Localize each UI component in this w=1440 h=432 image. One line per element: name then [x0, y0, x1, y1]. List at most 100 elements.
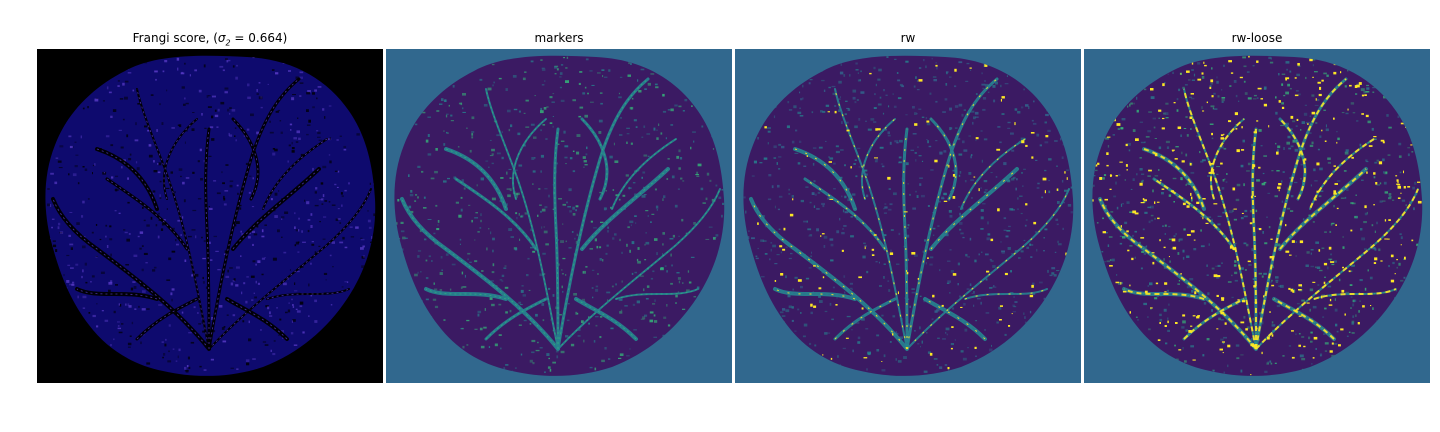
- highlight-speck: [1230, 72, 1234, 74]
- highlight-speck: [954, 68, 957, 72]
- highlight-speck: [1417, 181, 1421, 183]
- highlight-vessel: [1313, 288, 1397, 300]
- highlight-vessel: [1153, 178, 1235, 250]
- highlight-vessel: [834, 298, 896, 340]
- highlight-speck: [918, 79, 923, 82]
- highlight-speck: [1180, 273, 1182, 275]
- vessel-edge: [557, 188, 721, 350]
- highlight-speck: [1403, 186, 1406, 189]
- highlight-speck: [1125, 143, 1128, 147]
- highlight-speck: [1154, 201, 1156, 204]
- highlight-speck: [1261, 351, 1263, 355]
- highlight-speck: [871, 248, 875, 251]
- highlight-speck: [1154, 153, 1158, 157]
- highlight-speck: [1222, 352, 1224, 354]
- vessel-edge: [205, 128, 210, 350]
- vessel: [444, 147, 508, 211]
- highlight-speck: [1361, 94, 1365, 97]
- highlight-speck: [1158, 109, 1162, 112]
- highlight-speck: [903, 211, 908, 213]
- highlight-speck: [1321, 79, 1324, 82]
- highlight-speck: [1298, 315, 1302, 317]
- vessel-edge: [554, 128, 559, 350]
- highlight-speck: [1321, 129, 1323, 132]
- highlight-speck: [1241, 149, 1245, 151]
- vessel-edge: [262, 138, 328, 210]
- highlight-speck: [1033, 221, 1037, 225]
- highlight-speck: [810, 303, 813, 307]
- highlight-speck: [1119, 161, 1123, 163]
- vessel: [75, 287, 159, 301]
- markers-image: [386, 49, 732, 383]
- highlight-speck: [1366, 171, 1368, 174]
- highlight-speck: [1386, 238, 1390, 240]
- highlight-speck: [1315, 98, 1317, 101]
- highlight-speck: [1323, 281, 1326, 285]
- highlight-speck: [1271, 334, 1274, 337]
- highlight-speck: [1031, 284, 1034, 288]
- highlight-speck: [1202, 198, 1206, 200]
- highlight-speck: [1319, 86, 1322, 90]
- vessel-edge: [1309, 138, 1375, 210]
- highlight-speck: [1277, 186, 1281, 189]
- highlight-speck: [789, 213, 794, 217]
- highlight-speck: [1106, 152, 1109, 155]
- highlight-speck: [1407, 186, 1411, 188]
- highlight-speck: [892, 333, 894, 336]
- rw-loose-svg: [1084, 49, 1430, 383]
- highlight-speck: [1357, 322, 1360, 325]
- highlight-speck: [779, 245, 783, 248]
- highlight-vessel: [804, 178, 886, 250]
- highlight-speck: [1232, 247, 1237, 250]
- vessel-edge: [485, 298, 547, 340]
- highlight-speck: [1396, 183, 1400, 185]
- highlight-speck: [1220, 311, 1225, 315]
- highlight-speck: [764, 126, 767, 129]
- highlight-speck: [1004, 272, 1008, 276]
- highlight-speck: [1025, 144, 1028, 147]
- highlight-speck: [1140, 202, 1145, 204]
- vessel-edge: [906, 78, 998, 350]
- highlight-speck: [1232, 187, 1236, 191]
- markers-svg: [386, 49, 732, 383]
- highlight-vessel: [1183, 298, 1245, 340]
- rw-loose-image: [1084, 49, 1430, 383]
- highlight-speck: [1220, 162, 1223, 165]
- highlight-speck: [1213, 203, 1218, 205]
- highlight-speck: [1333, 165, 1336, 167]
- highlight-speck: [1278, 100, 1281, 103]
- highlight-speck: [1281, 106, 1285, 109]
- highlight-speck: [1216, 294, 1219, 297]
- highlight-vessel: [1143, 148, 1205, 210]
- highlight-speck: [1298, 284, 1302, 287]
- highlight-speck: [1056, 188, 1059, 191]
- highlight-speck: [1263, 295, 1265, 298]
- highlight-speck: [1314, 199, 1317, 201]
- highlight-speck: [1239, 76, 1243, 79]
- highlight-speck: [1374, 257, 1378, 261]
- highlight-speck: [1008, 325, 1011, 327]
- highlight-speck: [999, 305, 1003, 307]
- highlight-speck: [1397, 180, 1399, 184]
- highlight-speck: [1178, 349, 1182, 351]
- vessel: [51, 197, 211, 351]
- highlight-speck: [943, 200, 948, 202]
- highlight-speck: [1349, 84, 1352, 87]
- highlight-speck: [1235, 128, 1238, 130]
- highlight-speck: [1341, 289, 1345, 293]
- highlight-speck: [1197, 315, 1200, 317]
- highlight-speck: [813, 305, 817, 308]
- highlight-speck: [1404, 256, 1406, 260]
- highlight-speck: [1157, 217, 1160, 220]
- highlight-speck: [1102, 231, 1106, 234]
- vessel-edge: [615, 288, 699, 300]
- highlight-speck: [999, 319, 1002, 321]
- highlight-speck: [948, 164, 950, 168]
- highlight-speck: [792, 198, 794, 201]
- vessel-edge: [226, 298, 288, 340]
- highlight-speck: [822, 354, 824, 356]
- highlight-speck: [1211, 95, 1214, 98]
- vessel-edge: [575, 298, 637, 340]
- highlight-speck: [1161, 188, 1165, 190]
- highlight-speck: [1192, 359, 1196, 361]
